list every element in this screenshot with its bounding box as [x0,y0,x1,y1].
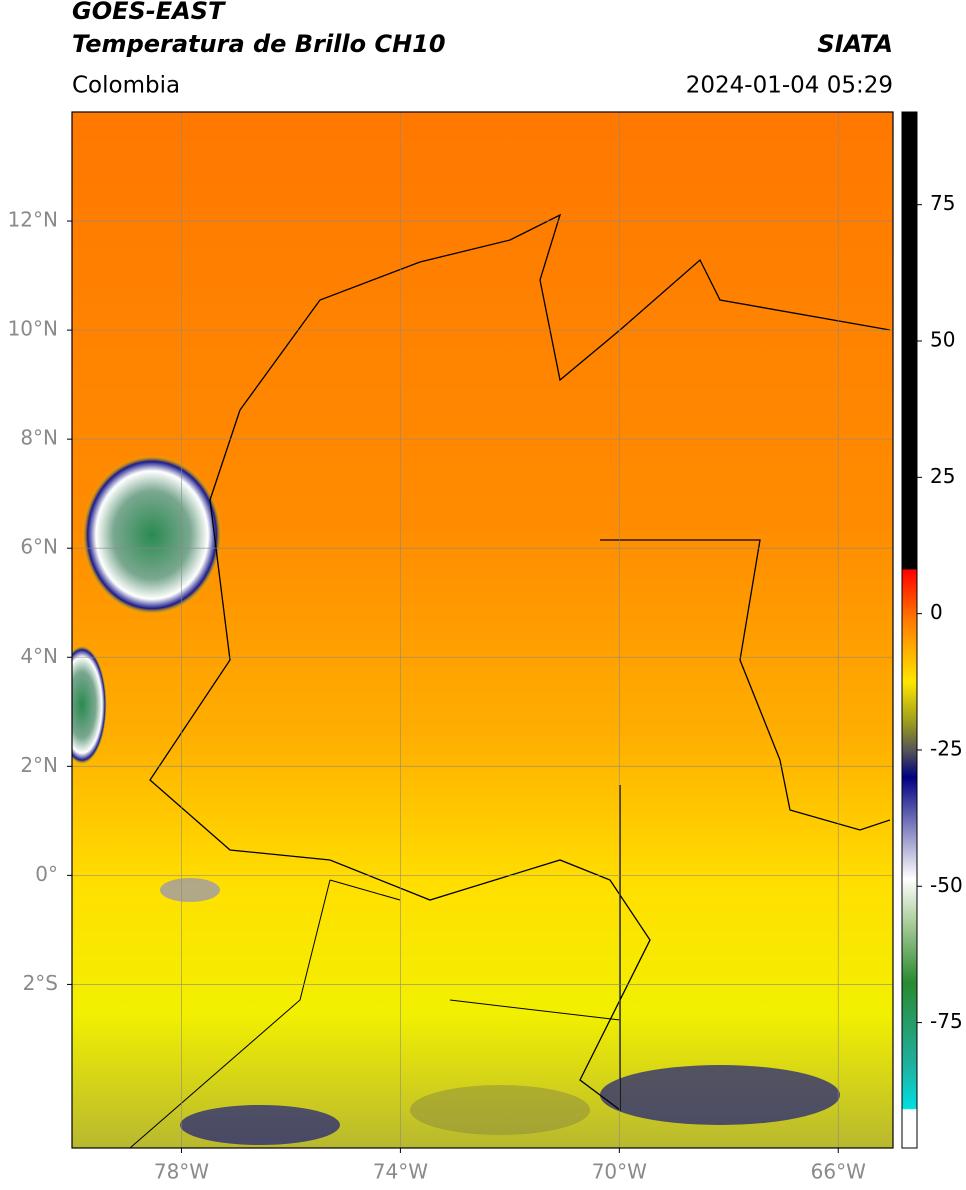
cloud [180,1105,340,1145]
image-background [72,112,893,1148]
y-tick-label: 4°N [20,644,58,668]
y-tick-label: 6°N [20,535,58,559]
x-tick-label: 74°W [373,1160,428,1184]
subtitle: Temperatura de Brillo CH10 [72,30,446,58]
cloud [82,455,222,615]
x-tick-label: 66°W [811,1160,866,1184]
map-frame [71,111,894,1149]
source: SIATA [817,30,893,58]
colorbar-tick-label: -50 [930,873,963,897]
title: GOES-EAST [72,0,226,25]
colorbar-tick-label: -75 [930,1009,963,1033]
x-tick-label: 70°W [592,1160,647,1184]
x-tick-label: 78°W [154,1160,209,1184]
colorbar-tick-label: 25 [930,464,955,488]
y-tick-label: 12°N [8,208,58,232]
y-tick-label: 2°S [23,971,58,995]
cloud [410,1085,590,1135]
cloud [72,645,107,765]
satellite-image [72,112,893,1148]
colorbar [901,111,918,1149]
y-tick-label: 0° [35,862,58,886]
border [129,879,621,1148]
colorbar-tick-label: 0 [930,600,943,624]
cloud [600,1065,840,1125]
region: Colombia [72,73,180,99]
y-tick-label: 8°N [20,426,58,450]
y-tick-label: 2°N [20,753,58,777]
colorbar-tick-label: 50 [930,328,955,352]
colorbar-tick-label: 75 [930,191,955,215]
colorbar-tick-label: -25 [930,736,963,760]
border [149,213,891,1112]
grid [72,112,893,1148]
cloud [160,878,220,902]
datetime: 2024-01-04 05:29 [686,73,893,99]
y-tick-label: 10°N [8,317,58,341]
